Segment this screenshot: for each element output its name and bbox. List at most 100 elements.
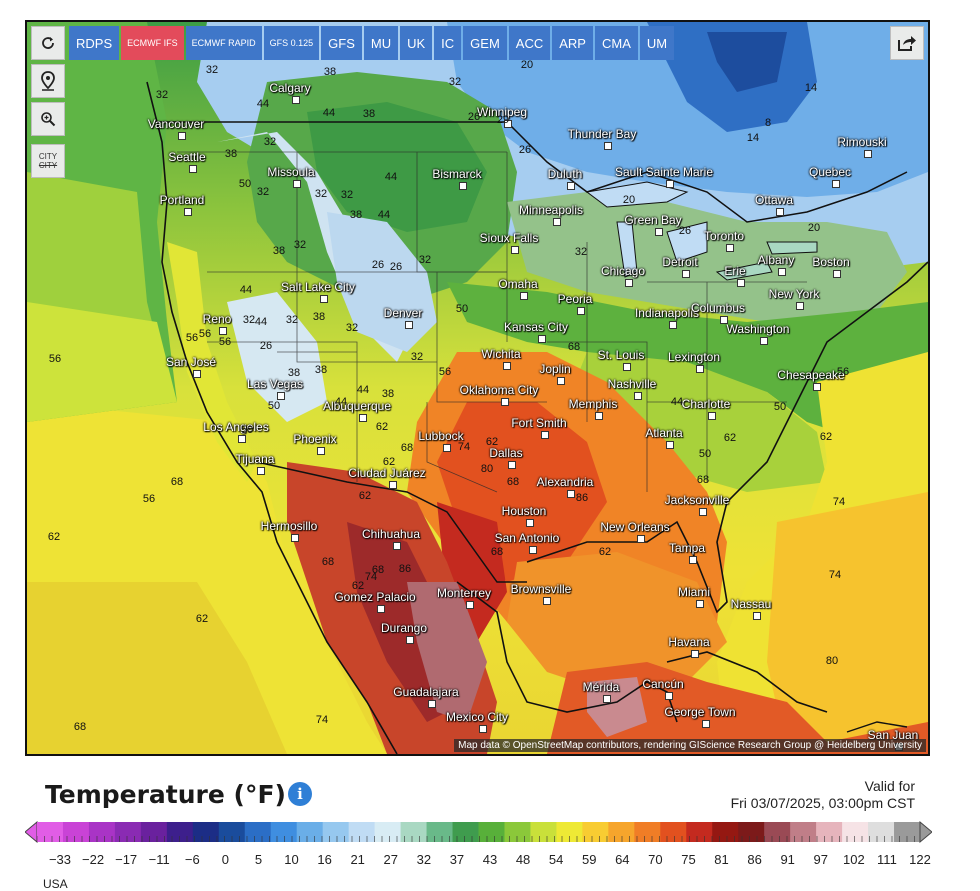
city-label[interactable]: Thunder Bay <box>567 127 637 141</box>
city-label[interactable]: Chihuahua <box>361 527 421 541</box>
city-label[interactable]: San José <box>165 355 217 369</box>
city-label[interactable]: Winnipeg <box>476 105 528 119</box>
city-marker <box>655 228 663 236</box>
model-button-ic[interactable]: IC <box>434 26 462 60</box>
city-label[interactable]: George Town <box>664 705 736 719</box>
city-label[interactable]: Phoenix <box>293 432 337 446</box>
forecast-map[interactable]: CITY CITY RDPS ECMWF IFS ECMWF RAPID GFS 0.… <box>25 20 930 756</box>
city-label[interactable]: Hermosillo <box>260 519 318 533</box>
city-label[interactable]: Omaha <box>498 277 538 291</box>
model-button-um[interactable]: UM <box>639 26 675 60</box>
model-button-gfs[interactable]: GFS <box>321 26 362 60</box>
model-button-uk[interactable]: UK <box>400 26 433 60</box>
city-label[interactable]: Atlanta <box>645 426 683 440</box>
city-label[interactable]: Bismarck <box>432 167 482 181</box>
city-label[interactable]: Los Angeles <box>203 420 269 434</box>
city-label[interactable]: New Orleans <box>600 520 670 534</box>
city-label[interactable]: Chesapeake <box>777 368 845 382</box>
info-icon[interactable]: i <box>288 782 312 806</box>
scale-color-swatch <box>400 822 428 842</box>
model-button-ecmwf-rapid[interactable]: ECMWF RAPID <box>185 26 262 60</box>
share-button[interactable] <box>890 26 924 60</box>
city-label[interactable]: Jacksonville <box>664 493 730 507</box>
isotherm-label: 38 <box>381 388 395 400</box>
temperature-map-layer[interactable] <box>27 22 928 754</box>
city-label[interactable]: Durango <box>380 621 428 635</box>
city-label[interactable]: Detroit <box>662 255 698 269</box>
city-label[interactable]: Quebec <box>808 165 852 179</box>
city-label[interactable]: Vancouver <box>147 117 205 131</box>
city-label[interactable]: Chicago <box>600 264 646 278</box>
scale-tick-label: 54 <box>548 852 564 867</box>
city-label[interactable]: Seattle <box>168 150 206 164</box>
zoom-button[interactable] <box>31 102 65 136</box>
city-label[interactable]: St. Louis <box>597 348 645 362</box>
city-label[interactable]: New York <box>768 287 820 301</box>
city-label[interactable]: Brownsville <box>510 582 572 596</box>
model-button-acc[interactable]: ACC <box>508 26 551 60</box>
city-label[interactable]: Cancún <box>642 677 684 691</box>
city-label[interactable]: Wichita <box>481 347 521 361</box>
model-button-rdps[interactable]: RDPS <box>69 26 120 60</box>
city-label[interactable]: Ottawa <box>754 193 794 207</box>
city-label[interactable]: Havana <box>668 635 710 649</box>
city-label[interactable]: Sault Sainte Marie <box>614 165 714 179</box>
city-label[interactable]: Tijuana <box>235 452 275 466</box>
city-label[interactable]: Toronto <box>703 229 745 243</box>
city-label[interactable]: Salt Lake City <box>280 280 356 294</box>
city-label[interactable]: Washington <box>726 322 790 336</box>
city-label[interactable]: Lexington <box>667 350 721 364</box>
city-label[interactable]: Boston <box>812 255 850 269</box>
city-label[interactable]: San Juan <box>867 728 919 742</box>
model-button-mu[interactable]: MU <box>363 26 399 60</box>
city-label[interactable]: Mérida <box>582 680 620 694</box>
model-button-arp[interactable]: ARP <box>552 26 593 60</box>
city-label[interactable]: Erie <box>724 264 746 278</box>
city-label[interactable]: Oklahoma City <box>459 383 539 397</box>
city-label[interactable]: Denver <box>383 306 423 320</box>
city-label[interactable]: Calgary <box>269 81 311 95</box>
city-label[interactable]: Missoula <box>267 165 315 179</box>
city-label[interactable]: San Antonio <box>494 531 560 545</box>
city-label[interactable]: Ciudad Juárez <box>348 466 426 480</box>
city-label[interactable]: Kansas City <box>503 320 569 334</box>
scale-tick-label: 111 <box>877 852 897 867</box>
model-button-gem[interactable]: GEM <box>463 26 507 60</box>
city-label[interactable]: Albany <box>757 253 795 267</box>
city-toggle-button[interactable]: CITY CITY <box>31 144 65 178</box>
city-label[interactable]: Memphis <box>568 397 618 411</box>
city-label[interactable]: Sioux Falls <box>479 231 539 245</box>
city-label[interactable]: Portland <box>159 193 205 207</box>
city-label[interactable]: Alexandria <box>536 475 594 489</box>
city-label[interactable]: Guadalajara <box>393 685 459 699</box>
model-button-cma[interactable]: CMA <box>594 26 638 60</box>
city-label[interactable]: Houston <box>501 504 547 518</box>
city-label[interactable]: Duluth <box>547 167 583 181</box>
city-label[interactable]: Miami <box>678 585 710 599</box>
isotherm-label: 62 <box>819 431 833 443</box>
city-label[interactable]: Green Bay <box>624 213 682 227</box>
city-label[interactable]: Dallas <box>489 446 523 460</box>
location-button[interactable] <box>31 64 65 98</box>
city-label[interactable]: Monterrey <box>436 586 492 600</box>
city-label[interactable]: Joplin <box>539 362 571 376</box>
model-button-gfs-0-125[interactable]: GFS 0.125 <box>263 26 320 60</box>
city-label[interactable]: Las Vegas <box>246 377 304 391</box>
city-label[interactable]: Lubbock <box>418 429 464 443</box>
city-label[interactable]: Peoria <box>557 292 593 306</box>
city-label[interactable]: Nashville <box>607 377 657 391</box>
model-button-ecmwf-ifs[interactable]: ECMWF IFS <box>121 26 184 60</box>
city-label[interactable]: Rimouski <box>837 135 887 149</box>
city-label[interactable]: Mexico City <box>445 710 509 724</box>
city-label[interactable]: Gomez Palacio <box>334 590 416 604</box>
city-label[interactable]: Tampa <box>668 541 706 555</box>
city-label[interactable]: Albuquerque <box>322 399 392 413</box>
city-label[interactable]: Minneapolis <box>518 203 584 217</box>
city-label[interactable]: Reno <box>202 312 232 326</box>
refresh-button[interactable] <box>31 26 65 60</box>
city-label[interactable]: Indianapolis <box>634 306 700 320</box>
city-label[interactable]: Charlotte <box>681 397 731 411</box>
city-label[interactable]: Nassau <box>730 597 772 611</box>
city-label[interactable]: Columbus <box>690 301 746 315</box>
city-label[interactable]: Fort Smith <box>511 416 567 430</box>
